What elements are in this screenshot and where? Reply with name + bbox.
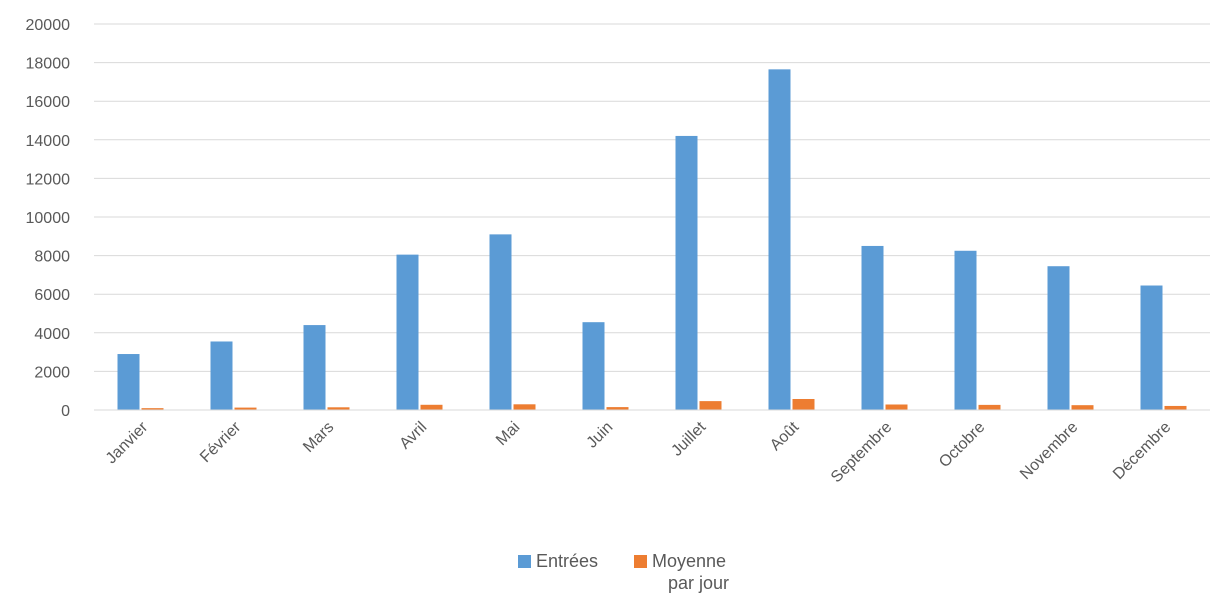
x-tick-label: Décembre (1110, 419, 1174, 483)
bar-entrees-0 (117, 354, 140, 410)
y-tick-label: 12000 (26, 171, 71, 188)
bar-entrees-2 (303, 325, 326, 410)
x-tick-label: Février (197, 418, 245, 466)
x-tick-label: Juillet (668, 418, 709, 459)
y-tick-label: 8000 (34, 249, 70, 266)
bar-moyenne-10 (1071, 405, 1094, 410)
y-tick-label: 18000 (26, 56, 71, 73)
x-tick-label: Juin (584, 419, 617, 452)
bar-entrees-11 (1140, 285, 1163, 410)
bar-moyenne-6 (699, 401, 722, 410)
x-axis-ticks: Janvier Février Mars Avril Mai Juin Juillet Aoû… (103, 418, 1175, 486)
y-tick-label: 20000 (26, 17, 71, 34)
x-tick-label: Mai (493, 419, 523, 449)
bar-moyenne-3 (420, 404, 443, 410)
bar-entrees-10 (1047, 266, 1070, 410)
bars (117, 69, 1187, 410)
bar-entrees-7 (768, 69, 791, 410)
bar-entrees-4 (489, 234, 512, 410)
y-tick-label: 4000 (34, 326, 70, 343)
y-tick-label: 2000 (34, 364, 70, 381)
bar-entrees-3 (396, 254, 419, 410)
bar-moyenne-11 (1164, 405, 1187, 410)
x-tick-label: Avril (397, 419, 431, 453)
bar-moyenne-7 (792, 398, 815, 410)
x-tick-label: Janvier (103, 418, 152, 467)
bar-moyenne-8 (885, 404, 908, 410)
x-tick-label: Mars (300, 419, 337, 456)
legend-entry-moyenne: Moyenne par jour (634, 550, 729, 594)
bar-chart: 0 2000 4000 6000 8000 10000 12000 14000 16000 180… (26, 17, 1210, 486)
bar-moyenne-2 (327, 407, 350, 410)
legend-label-moyenne-line2: par jour (668, 573, 730, 593)
bar-entrees-5 (582, 322, 605, 410)
bar-moyenne-0 (141, 408, 164, 410)
bar-moyenne-9 (978, 404, 1001, 410)
bar-entrees-6 (675, 135, 698, 410)
bar-moyenne-5 (606, 407, 629, 410)
legend-label-moyenne-line1: Moyenne (652, 551, 727, 571)
legend-swatch-entrees (518, 555, 531, 568)
y-tick-label: 16000 (26, 94, 71, 111)
legend-swatch-moyenne (634, 555, 647, 568)
y-tick-label: 14000 (26, 133, 71, 150)
y-tick-label: 6000 (34, 287, 70, 304)
bar-entrees-9 (954, 250, 977, 410)
y-axis-ticks: 0 2000 4000 6000 8000 10000 12000 14000 16000 180… (26, 17, 71, 420)
bar-entrees-8 (861, 245, 884, 410)
bar-entrees-1 (210, 341, 233, 410)
gridlines (94, 23, 1210, 372)
y-tick-label: 0 (61, 403, 70, 420)
x-tick-label: Octobre (936, 419, 988, 471)
bar-moyenne-4 (513, 404, 536, 410)
legend-entry-entrees: Entrées (518, 550, 598, 572)
legend-label-entrees: Entrées (536, 551, 599, 571)
x-tick-label: Septembre (828, 419, 895, 486)
x-tick-label: Novembre (1017, 419, 1081, 483)
chart-legend: Entrées Moyenne par jour (0, 548, 1221, 598)
x-tick-label: Août (767, 418, 803, 454)
y-tick-label: 10000 (26, 210, 71, 227)
legend-label-moyenne: Moyenne par jour (652, 550, 729, 594)
bar-moyenne-1 (234, 407, 257, 410)
